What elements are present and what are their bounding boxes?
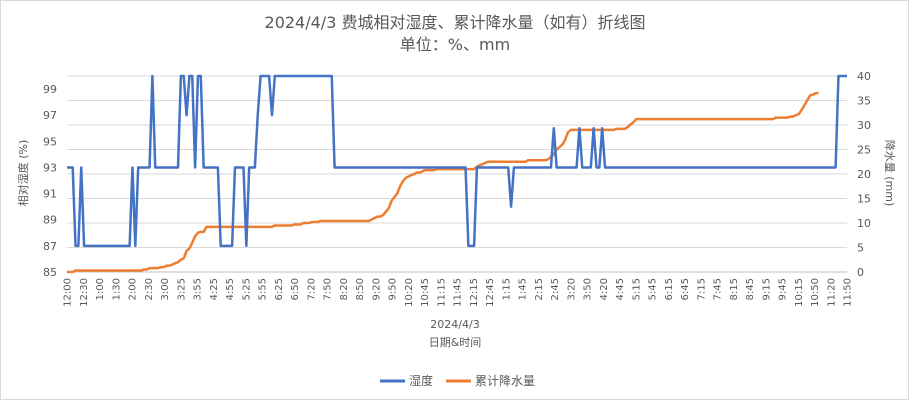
x-axis-title: 日期&时间 bbox=[429, 336, 482, 349]
right-tick-label: 10 bbox=[857, 217, 871, 230]
x-tick-label: 11:15 bbox=[436, 278, 447, 307]
chart-subtitle: 单位：%、mm bbox=[400, 35, 510, 54]
right-axis-title: 降水量 (mm) bbox=[883, 140, 897, 207]
series-line-precip bbox=[67, 91, 819, 274]
x-tick-label: 2:00 bbox=[128, 278, 139, 300]
x-tick-label: 4:20 bbox=[599, 278, 610, 300]
x-tick-label: 12:00 bbox=[63, 278, 74, 307]
right-tick-label: 15 bbox=[857, 193, 871, 206]
series-line-humidity bbox=[67, 74, 847, 248]
x-tick-label: 5:45 bbox=[648, 278, 659, 300]
x-tick-label: 6:50 bbox=[290, 278, 301, 300]
x-tick-label: 12:30 bbox=[79, 278, 90, 307]
right-axis-ticks: 0 5 10 15 20 25 30 35 40 bbox=[857, 70, 871, 279]
x-tick-label: 1:30 bbox=[111, 278, 122, 300]
left-axis-ticks: 85 87 89 91 93 95 97 99 bbox=[43, 83, 57, 279]
x-tick-label: 10:20 bbox=[404, 278, 415, 307]
x-tick-label: 8:15 bbox=[729, 278, 740, 300]
x-tick-label: 2:15 bbox=[534, 278, 545, 300]
x-tick-label: 11:45 bbox=[453, 278, 464, 307]
x-date-label: 2024/4/3 bbox=[430, 318, 479, 331]
x-tick-label: 3:00 bbox=[160, 278, 171, 300]
left-tick-label: 95 bbox=[43, 135, 57, 148]
legend-label-humidity: 湿度 bbox=[409, 373, 433, 388]
left-tick-label: 85 bbox=[43, 266, 57, 279]
x-tick-label: 5:15 bbox=[631, 278, 642, 300]
x-tick-label: 2:30 bbox=[144, 278, 155, 300]
x-tick-label: 9:45 bbox=[778, 278, 789, 300]
x-tick-label: 9:50 bbox=[388, 278, 399, 300]
x-tick-label: 6:45 bbox=[680, 278, 691, 300]
right-tick-label: 25 bbox=[857, 144, 871, 157]
x-tick-label: 7:15 bbox=[696, 278, 707, 300]
x-tick-label: 8:20 bbox=[339, 278, 350, 300]
x-tick-label: 3:50 bbox=[583, 278, 594, 300]
x-tick-label: 3:55 bbox=[193, 278, 204, 300]
x-tick-label: 1:45 bbox=[518, 278, 529, 300]
x-tick-label: 10:15 bbox=[794, 278, 805, 307]
x-tick-label: 12:45 bbox=[485, 278, 496, 307]
left-tick-label: 97 bbox=[43, 109, 57, 122]
x-tick-label: 7:20 bbox=[306, 278, 317, 300]
x-tick-label: 6:15 bbox=[664, 278, 675, 300]
x-axis-ticks: 12:00 12:30 1:00 1:30 2:00 2:30 3:00 3:25 3:55 4:… bbox=[63, 278, 854, 307]
right-tick-label: 0 bbox=[857, 266, 864, 279]
x-tick-label: 12:15 bbox=[469, 278, 480, 307]
x-tick-label: 4:55 bbox=[225, 278, 236, 300]
x-tick-label: 8:50 bbox=[355, 278, 366, 300]
grid-lines bbox=[67, 75, 847, 273]
x-tick-label: 9:20 bbox=[371, 278, 382, 300]
x-tick-label: 6:25 bbox=[274, 278, 285, 300]
x-tick-label: 3:20 bbox=[566, 278, 577, 300]
chart-title: 2024/4/3 费城相对湿度、累计降水量（如有）折线图 bbox=[265, 13, 646, 32]
x-tick-label: 7:50 bbox=[323, 278, 334, 300]
left-tick-label: 93 bbox=[43, 161, 57, 174]
left-tick-label: 87 bbox=[43, 240, 57, 253]
x-tick-label: 11:20 bbox=[826, 278, 837, 307]
legend-label-precip: 累计降水量 bbox=[475, 374, 535, 388]
left-tick-label: 89 bbox=[43, 214, 57, 227]
x-tick-label: 2:45 bbox=[550, 278, 561, 300]
x-tick-label: 1:15 bbox=[501, 278, 512, 300]
x-tick-label: 4:25 bbox=[209, 278, 220, 300]
right-tick-label: 40 bbox=[857, 70, 871, 83]
x-tick-label: 3:25 bbox=[176, 278, 187, 300]
series-layer bbox=[67, 74, 847, 274]
right-tick-label: 5 bbox=[857, 242, 864, 255]
left-tick-label: 91 bbox=[43, 188, 57, 201]
left-axis-title: 相对湿度 (%) bbox=[16, 140, 30, 207]
right-tick-label: 20 bbox=[857, 168, 871, 181]
x-tick-label: 8:45 bbox=[745, 278, 756, 300]
right-tick-label: 30 bbox=[857, 119, 871, 132]
x-tick-label: 11:50 bbox=[843, 278, 854, 307]
x-tick-label: 9:15 bbox=[761, 278, 772, 300]
left-tick-label: 99 bbox=[43, 83, 57, 96]
x-tick-label: 4:45 bbox=[615, 278, 626, 300]
x-tick-label: 10:50 bbox=[810, 278, 821, 307]
x-tick-label: 10:45 bbox=[420, 278, 431, 307]
x-tick-label: 1:00 bbox=[95, 278, 106, 300]
x-tick-label: 5:25 bbox=[241, 278, 252, 300]
x-tick-label: 7:45 bbox=[713, 278, 724, 300]
right-tick-label: 35 bbox=[857, 95, 871, 108]
x-tick-label: 5:55 bbox=[258, 278, 269, 300]
legend: 湿度 累计降水量 bbox=[380, 373, 535, 388]
